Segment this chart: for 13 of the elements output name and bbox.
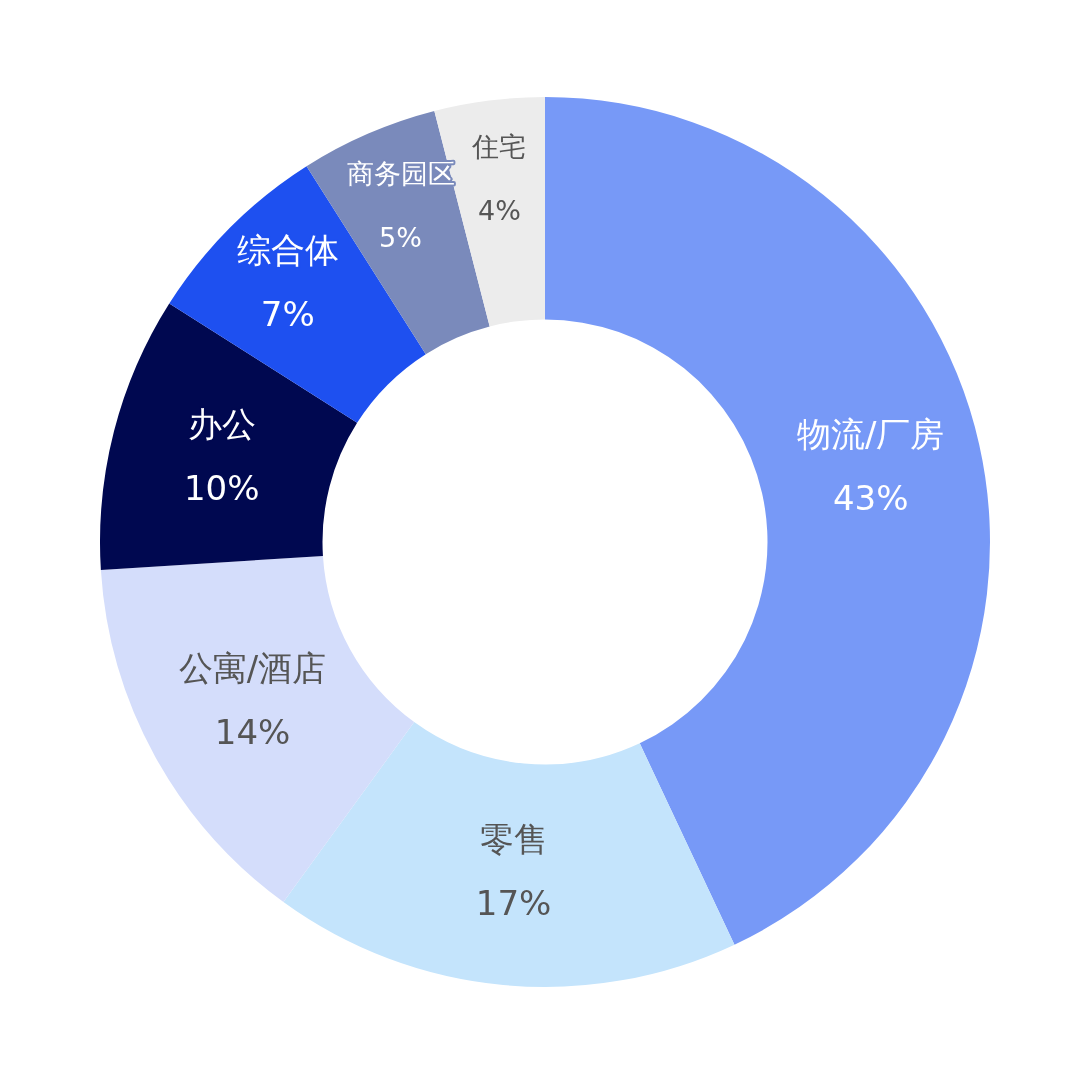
data-label: 14% [214, 711, 291, 752]
slice-label: 办公 [187, 403, 256, 444]
slice-label: 零售 [479, 819, 548, 860]
data-label: 4% [477, 195, 521, 227]
data-label: 17% [475, 883, 552, 924]
slice-label: 综合体 [236, 229, 339, 270]
slice-label: 公寓/酒店 [178, 647, 327, 688]
data-label: 10% [183, 467, 260, 508]
slice-label: 住宅 [471, 131, 527, 163]
data-label: 7% [260, 293, 315, 334]
data-label: 5% [379, 222, 422, 254]
data-label: 43% [832, 478, 909, 519]
slice-label: 物流/厂房 [796, 414, 945, 455]
